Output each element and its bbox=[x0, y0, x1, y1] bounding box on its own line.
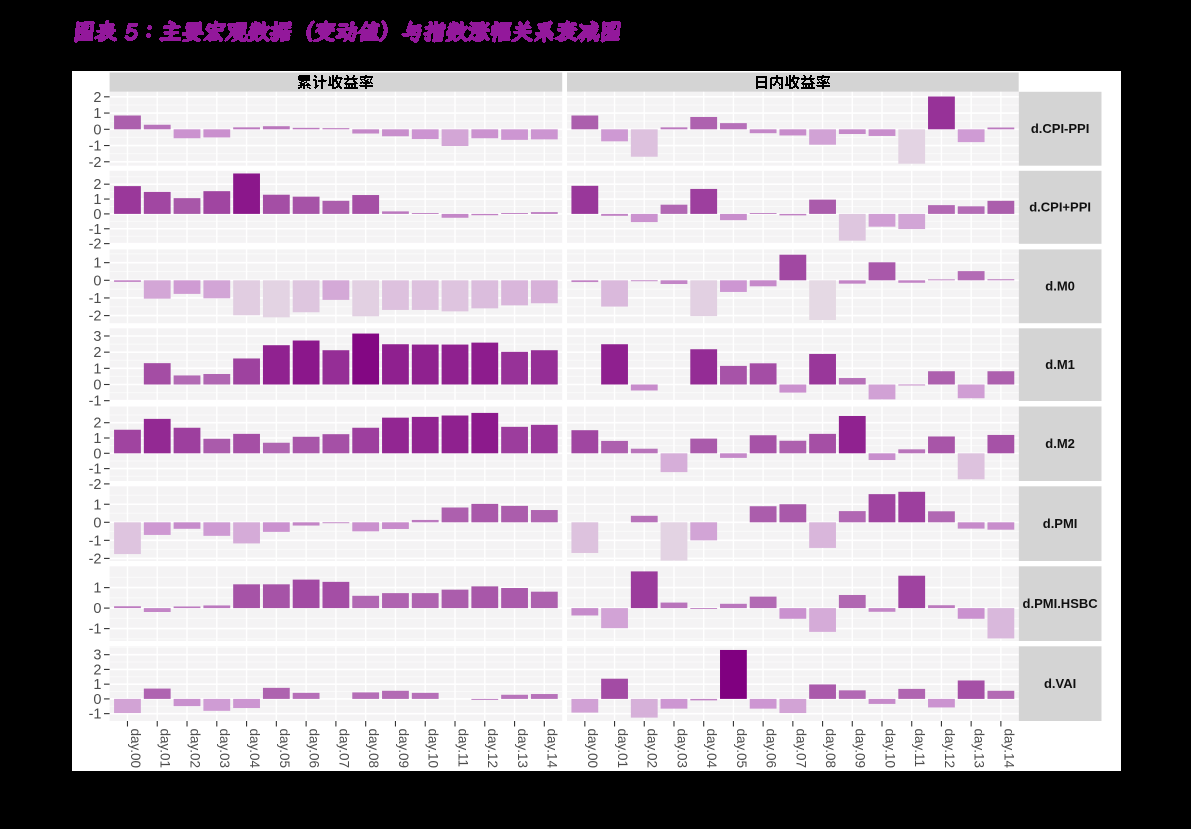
svg-text:day.09: day.09 bbox=[396, 729, 411, 769]
svg-text:day.11: day.11 bbox=[912, 729, 927, 768]
svg-text:d.M0: d.M0 bbox=[1045, 279, 1075, 294]
svg-text:1: 1 bbox=[93, 677, 101, 693]
svg-text:day.06: day.06 bbox=[307, 729, 322, 769]
svg-text:0: 0 bbox=[93, 378, 101, 394]
svg-text:1: 1 bbox=[93, 431, 101, 447]
svg-text:day.02: day.02 bbox=[645, 729, 660, 769]
svg-text:1: 1 bbox=[93, 106, 101, 122]
svg-text:-2: -2 bbox=[89, 155, 102, 171]
svg-text:day.12: day.12 bbox=[942, 729, 957, 769]
svg-text:2: 2 bbox=[93, 90, 101, 106]
svg-text:day.01: day.01 bbox=[615, 729, 630, 769]
svg-text:-1: -1 bbox=[89, 622, 102, 638]
svg-text:2: 2 bbox=[93, 416, 101, 432]
svg-text:-1: -1 bbox=[89, 707, 102, 723]
svg-text:day.06: day.06 bbox=[764, 729, 779, 769]
svg-text:day.05: day.05 bbox=[734, 729, 749, 769]
svg-text:day.00: day.00 bbox=[128, 729, 143, 769]
svg-text:-1: -1 bbox=[89, 139, 102, 155]
svg-text:3: 3 bbox=[93, 648, 101, 664]
svg-text:day.03: day.03 bbox=[674, 729, 689, 769]
svg-text:day.07: day.07 bbox=[336, 729, 351, 769]
svg-text:-2: -2 bbox=[89, 309, 102, 325]
svg-text:3: 3 bbox=[93, 329, 101, 345]
svg-text:day.00: day.00 bbox=[585, 729, 600, 769]
svg-text:d.VAI: d.VAI bbox=[1044, 676, 1076, 691]
svg-text:0: 0 bbox=[93, 601, 101, 617]
svg-text:0: 0 bbox=[93, 446, 101, 462]
svg-text:day.05: day.05 bbox=[277, 729, 292, 769]
svg-text:-1: -1 bbox=[89, 533, 102, 549]
svg-text:1: 1 bbox=[93, 497, 101, 513]
svg-text:day.04: day.04 bbox=[247, 729, 262, 769]
svg-text:0: 0 bbox=[93, 122, 101, 138]
svg-text:day.14: day.14 bbox=[1001, 729, 1016, 769]
svg-text:d.PMI: d.PMI bbox=[1043, 516, 1078, 531]
svg-text:1: 1 bbox=[93, 361, 101, 377]
svg-text:1: 1 bbox=[93, 192, 101, 208]
svg-text:day.07: day.07 bbox=[793, 729, 808, 769]
svg-text:day.04: day.04 bbox=[704, 729, 719, 769]
svg-text:-2: -2 bbox=[89, 237, 102, 253]
svg-text:day.10: day.10 bbox=[882, 729, 897, 769]
svg-text:-1: -1 bbox=[89, 291, 102, 307]
svg-text:-1: -1 bbox=[89, 462, 102, 478]
svg-text:day.12: day.12 bbox=[485, 729, 500, 769]
svg-text:d.CPI-PPI: d.CPI-PPI bbox=[1031, 121, 1090, 136]
svg-text:0: 0 bbox=[93, 515, 101, 531]
svg-text:1: 1 bbox=[93, 256, 101, 272]
svg-text:0: 0 bbox=[93, 273, 101, 289]
svg-text:-1: -1 bbox=[89, 394, 102, 410]
svg-text:d.PMI.HSBC: d.PMI.HSBC bbox=[1023, 596, 1099, 611]
svg-text:day.03: day.03 bbox=[217, 729, 232, 769]
svg-text:2: 2 bbox=[93, 345, 101, 361]
svg-text:2: 2 bbox=[93, 662, 101, 678]
svg-text:day.08: day.08 bbox=[823, 729, 838, 769]
svg-text:d.M1: d.M1 bbox=[1045, 357, 1075, 372]
svg-text:day.11: day.11 bbox=[455, 729, 470, 768]
svg-text:day.13: day.13 bbox=[972, 729, 987, 769]
svg-text:0: 0 bbox=[93, 207, 101, 223]
svg-text:1: 1 bbox=[93, 581, 101, 597]
svg-text:day.09: day.09 bbox=[853, 729, 868, 769]
svg-text:-1: -1 bbox=[89, 222, 102, 238]
svg-text:day.01: day.01 bbox=[158, 729, 173, 769]
svg-text:d.CPI+PPI: d.CPI+PPI bbox=[1029, 200, 1091, 215]
svg-text:day.10: day.10 bbox=[426, 729, 441, 769]
svg-text:day.14: day.14 bbox=[545, 729, 560, 769]
svg-text:d.M2: d.M2 bbox=[1045, 436, 1075, 451]
svg-text:0: 0 bbox=[93, 692, 101, 708]
svg-text:-2: -2 bbox=[89, 477, 102, 493]
svg-text:day.02: day.02 bbox=[187, 729, 202, 769]
svg-text:day.08: day.08 bbox=[366, 729, 381, 769]
svg-text:day.13: day.13 bbox=[515, 729, 530, 769]
svg-text:2: 2 bbox=[93, 177, 101, 193]
svg-text:-2: -2 bbox=[89, 551, 102, 567]
